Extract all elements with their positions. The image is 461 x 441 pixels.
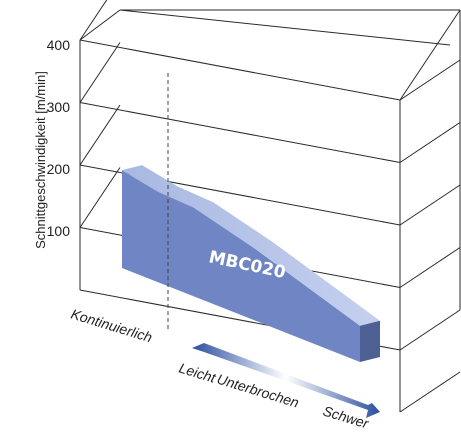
grid-line-left-300 [79, 42, 121, 103]
y-tick-100: 100 [47, 223, 71, 239]
grid-line-left-400 [79, 0, 108, 41]
grid-line-right-400 [399, 59, 461, 101]
mbc020-front-face [122, 170, 360, 362]
grid-line-left-100 [79, 167, 121, 228]
mbc020-top-face [122, 165, 380, 326]
mbc020-side-face [360, 320, 380, 362]
interruption-arrow [192, 343, 380, 418]
y-tick-400: 400 [47, 37, 71, 53]
box-floor-right [399, 309, 461, 351]
mbc020-solid [122, 165, 380, 362]
grid-line-right-300 [399, 122, 461, 163]
grid-line-right-100 [399, 247, 461, 288]
grid-line-left-200 [79, 104, 121, 166]
y-tick-200: 200 [47, 161, 71, 177]
grid-line-front-300 [79, 102, 401, 163]
grid-line-right-200 [399, 184, 461, 226]
y-axis-label: Schnittgeschwindigkeit [m/min] [33, 71, 48, 249]
box-edge-top-left [79, 9, 121, 41]
box-floor-bottom [399, 371, 461, 413]
y-tick-300: 300 [47, 99, 71, 115]
x-label-interrupted-light: Leicht [177, 360, 218, 387]
box-edge-top-back [119, 9, 451, 46]
x-label-continuous: Kontinuierlich [69, 306, 154, 346]
front-box-frame [120, 9, 461, 310]
grid-line-front-400 [79, 39, 401, 101]
box-edge-top-right [399, 9, 461, 101]
